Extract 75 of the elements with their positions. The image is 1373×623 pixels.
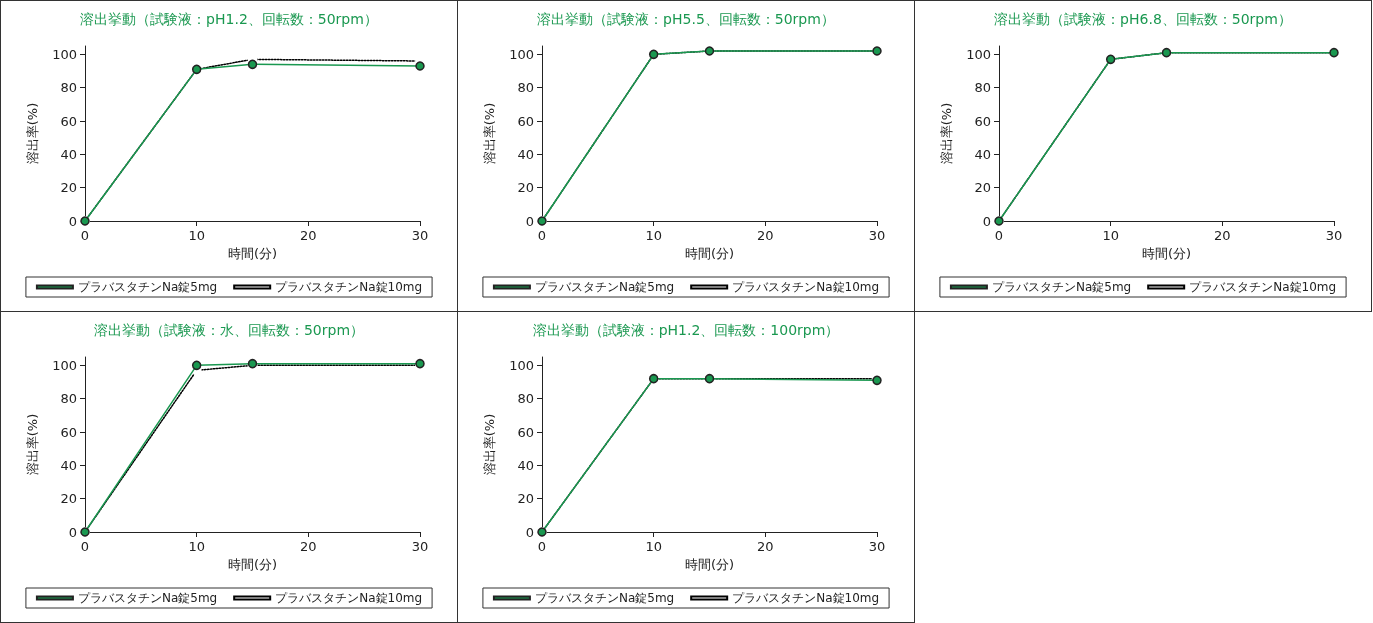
x-tick-label: 30: [868, 539, 886, 554]
x-axis-title: 時間(分): [684, 556, 735, 572]
x-tick-label: 30: [411, 539, 429, 554]
y-tick-label: 0: [525, 524, 534, 540]
y-tick-label: 0: [982, 213, 991, 229]
y-tick-label: 60: [517, 113, 534, 129]
legend-label: プラバスタチンNa錠5mg: [991, 280, 1132, 294]
y-axis-title: 溶出率(%): [939, 102, 954, 165]
y-tick-label: 20: [517, 491, 534, 507]
x-axis-title: 時間(分): [227, 245, 278, 261]
x-tick-label: 0: [537, 539, 547, 554]
y-tick-label: 20: [517, 180, 534, 196]
y-tick-label: 80: [517, 80, 534, 96]
y-tick-label: 80: [60, 80, 77, 96]
chart-title: 溶出挙動（試験液：pH5.5、回転数：50rpm）: [537, 11, 835, 27]
x-tick-label: 20: [757, 539, 774, 554]
y-tick-label: 20: [60, 491, 77, 507]
y-axis-title: 溶出率(%): [25, 413, 40, 476]
y-tick-label: 80: [60, 391, 77, 407]
y-tick-label: 0: [525, 213, 534, 229]
y-tick-label: 100: [52, 46, 77, 62]
x-tick-label: 20: [300, 228, 317, 243]
x-tick-label: 30: [1325, 228, 1343, 243]
x-tick-label: 20: [300, 539, 317, 554]
legend-label: プラバスタチンNa錠5mg: [534, 280, 675, 294]
x-axis-title: 時間(分): [684, 245, 735, 261]
y-tick-label: 40: [60, 146, 77, 162]
y-tick-label: 80: [517, 391, 534, 407]
y-tick-label: 20: [974, 180, 991, 196]
x-tick-label: 20: [1214, 228, 1231, 243]
x-tick-label: 10: [1102, 228, 1119, 243]
chart-title: 溶出挙動（試験液：pH1.2、回転数：50rpm）: [80, 11, 378, 27]
x-tick-label: 10: [188, 539, 205, 554]
y-tick-label: 60: [60, 424, 77, 440]
chart-title: 溶出挙動（試験液：水、回転数：50rpm）: [93, 322, 365, 338]
chart-title: 溶出挙動（試験液：pH6.8、回転数：50rpm）: [994, 11, 1292, 27]
y-tick-label: 60: [974, 113, 991, 129]
y-tick-label: 40: [60, 457, 77, 473]
x-tick-label: 0: [80, 228, 90, 243]
x-tick-label: 10: [188, 228, 205, 243]
legend-label: プラバスタチンNa錠10mg: [275, 591, 423, 605]
x-axis-title: 時間(分): [227, 556, 278, 572]
y-tick-label: 40: [517, 457, 534, 473]
y-tick-label: 80: [974, 80, 991, 96]
x-tick-label: 20: [757, 228, 774, 243]
legend-label: プラバスタチンNa錠5mg: [77, 591, 218, 605]
legend-label: プラバスタチンNa錠5mg: [534, 591, 675, 605]
y-tick-label: 20: [60, 180, 77, 196]
y-tick-label: 100: [509, 357, 534, 373]
legend-label: プラバスタチンNa錠10mg: [732, 591, 880, 605]
y-tick-label: 40: [517, 146, 534, 162]
x-axis-title: 時間(分): [1141, 245, 1192, 261]
x-tick-label: 30: [411, 228, 429, 243]
y-tick-label: 100: [509, 46, 534, 62]
y-axis-title: 溶出率(%): [25, 102, 40, 165]
y-tick-label: 40: [974, 146, 991, 162]
y-axis-title: 溶出率(%): [482, 413, 497, 476]
legend-label: プラバスタチンNa錠10mg: [732, 280, 880, 294]
y-tick-label: 100: [52, 357, 77, 373]
legend-label: プラバスタチンNa錠10mg: [275, 280, 423, 294]
chart-title: 溶出挙動（試験液：pH1.2、回転数：100rpm）: [532, 322, 840, 338]
y-tick-label: 60: [517, 424, 534, 440]
x-tick-label: 0: [994, 228, 1004, 243]
x-tick-label: 0: [537, 228, 547, 243]
y-tick-label: 0: [68, 524, 77, 540]
x-tick-label: 0: [80, 539, 90, 554]
x-tick-label: 10: [645, 228, 662, 243]
legend-label: プラバスタチンNa錠10mg: [1189, 280, 1337, 294]
y-tick-label: 100: [966, 46, 991, 62]
y-axis-title: 溶出率(%): [482, 102, 497, 165]
x-tick-label: 10: [645, 539, 662, 554]
legend-label: プラバスタチンNa錠5mg: [77, 280, 218, 294]
x-tick-label: 30: [868, 228, 886, 243]
y-tick-label: 60: [60, 113, 77, 129]
y-tick-label: 0: [68, 213, 77, 229]
